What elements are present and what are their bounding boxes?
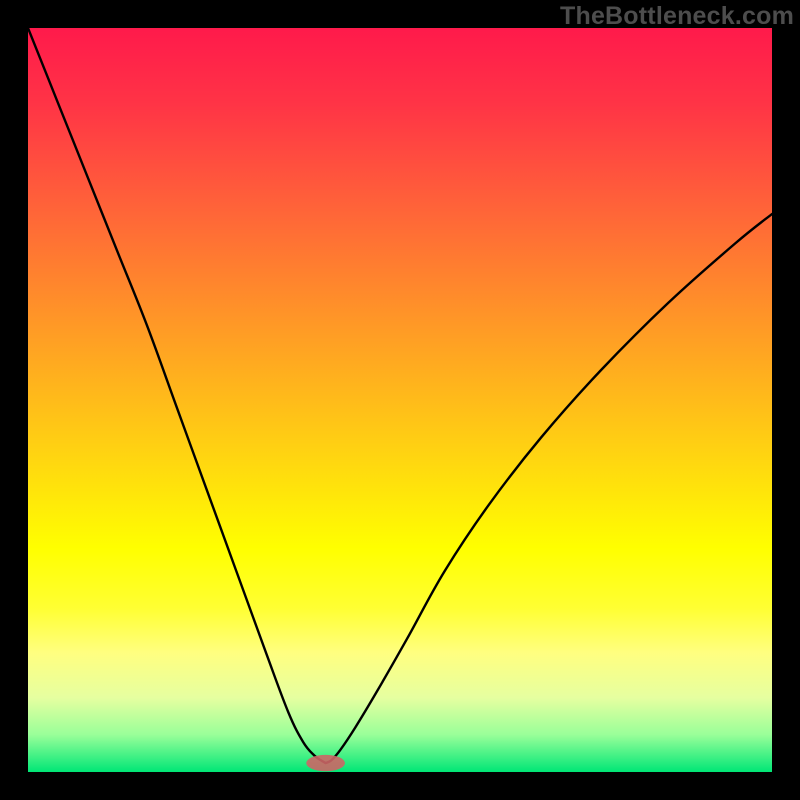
- chart-background: [28, 28, 772, 772]
- chart-svg: [28, 28, 772, 772]
- plot-area: [28, 28, 772, 772]
- watermark-text: TheBottleneck.com: [560, 2, 794, 31]
- minimum-marker: [306, 755, 345, 771]
